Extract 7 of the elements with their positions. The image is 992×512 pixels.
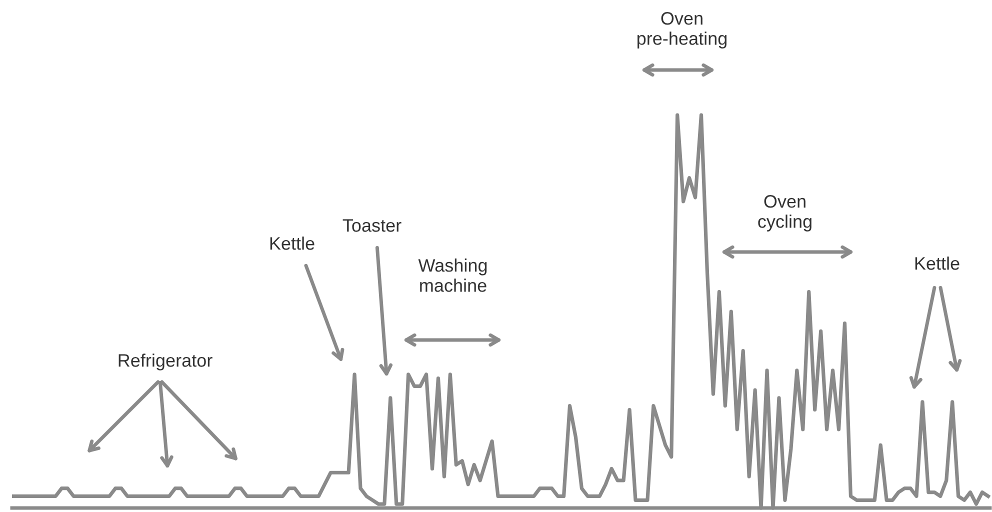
annotation: Kettle	[270, 236, 314, 250]
annotation: Kettle	[915, 256, 960, 270]
annotation: Refrigerator	[118, 354, 212, 370]
text: Oven pre-heating	[637, 12, 727, 48]
annotation: Oven cycling	[758, 195, 812, 232]
annotation: Toaster	[342, 219, 402, 232]
annotation: Washing machine	[418, 258, 487, 292]
